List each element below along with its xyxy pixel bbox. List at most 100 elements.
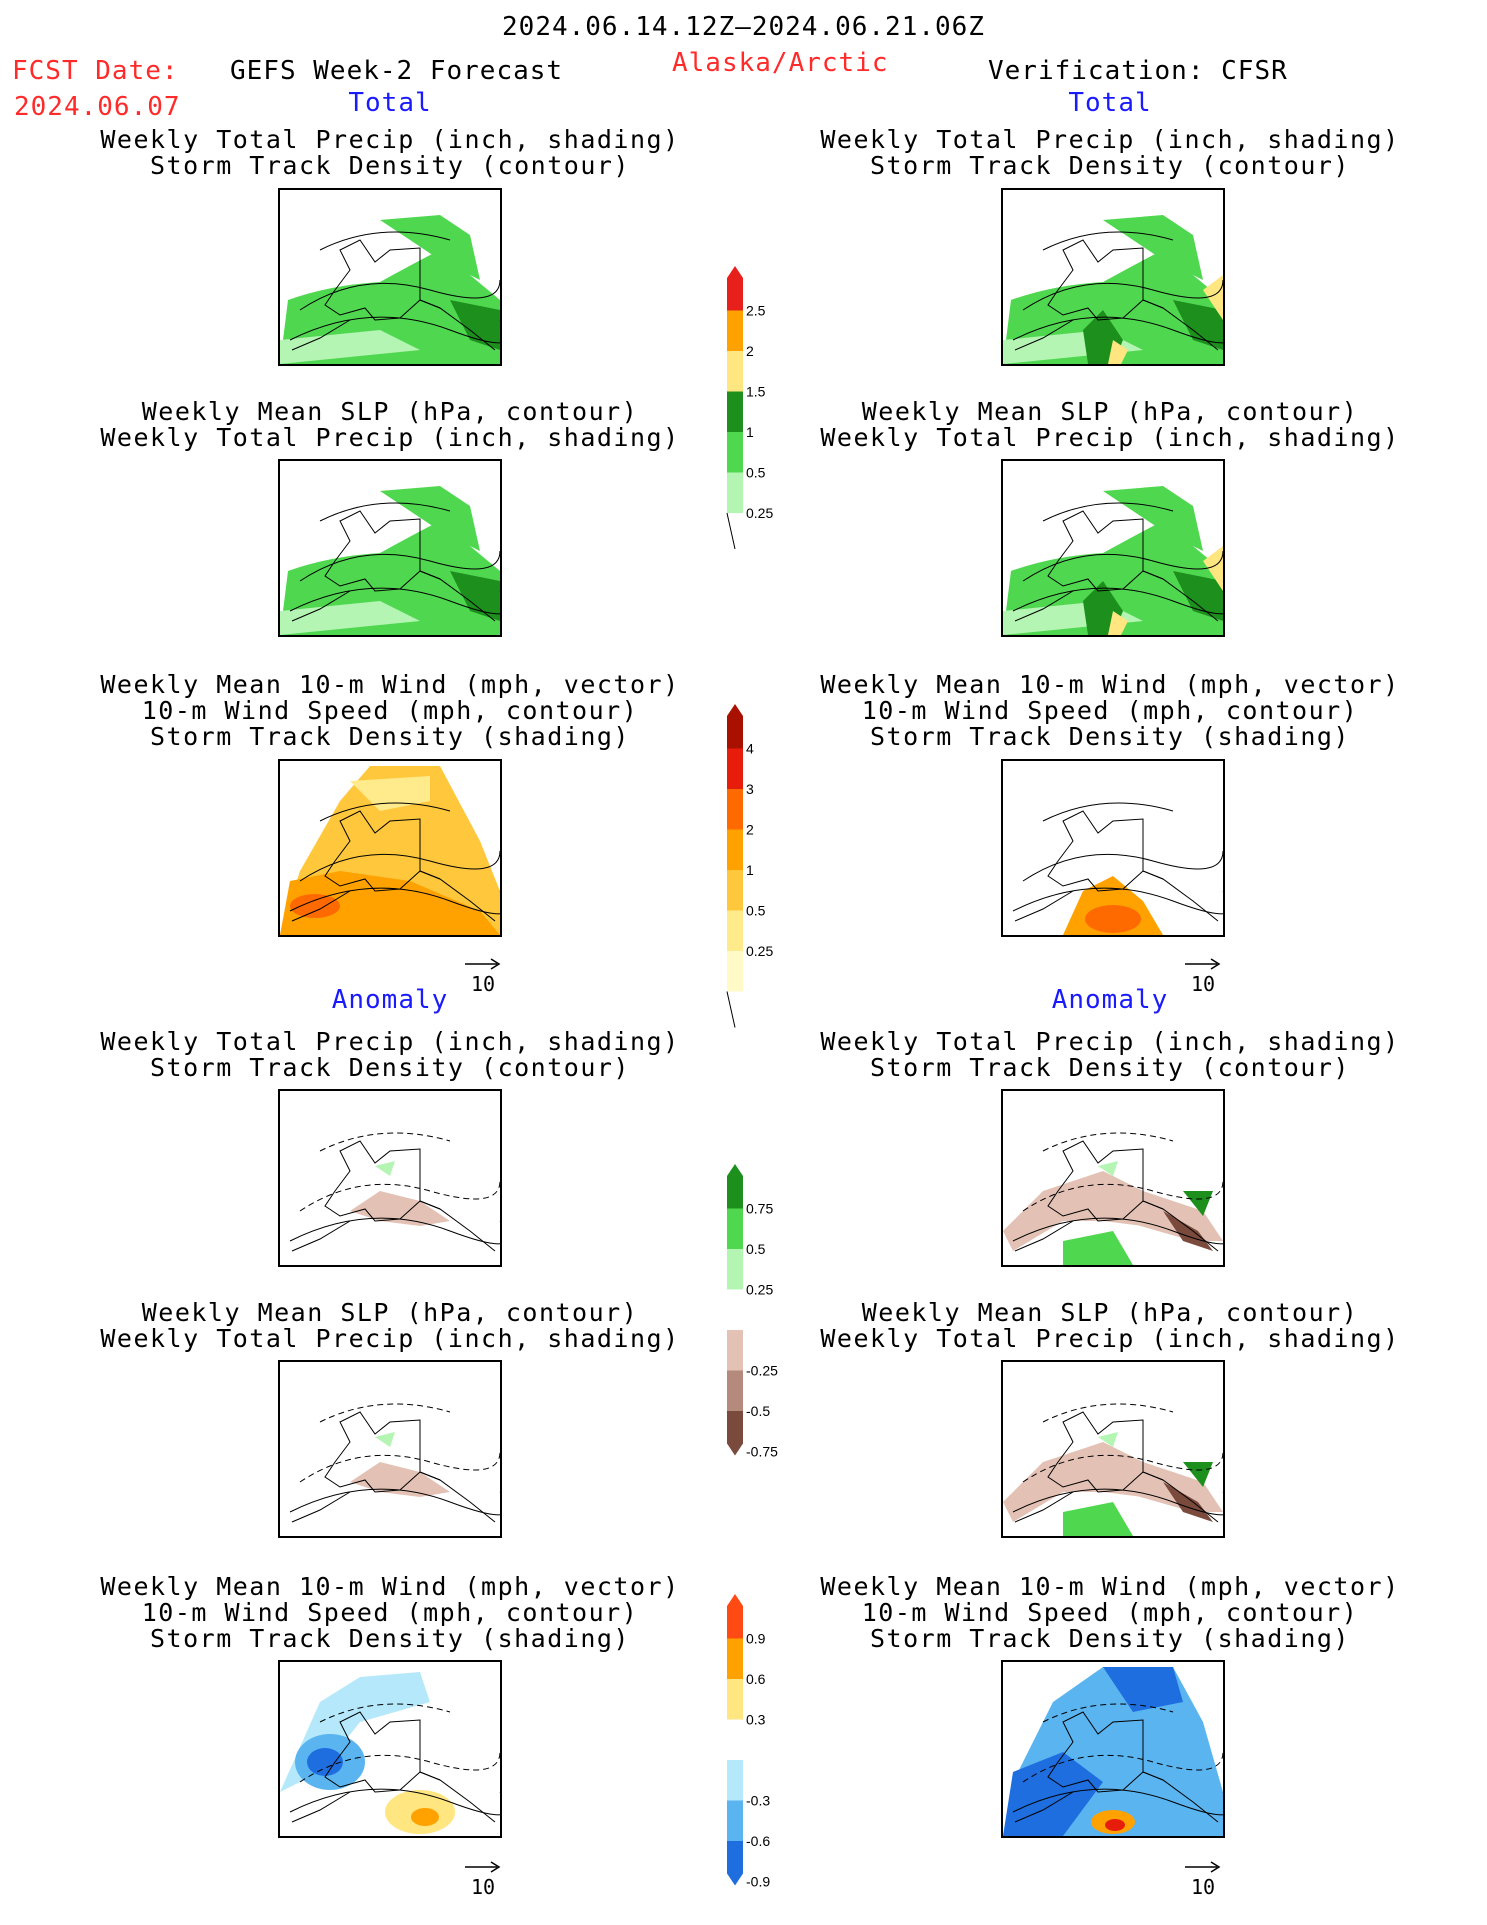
precip-anom-shade	[1183, 1191, 1213, 1216]
title-p12-line1: Weekly Mean 10-m Wind (mph, vector)	[820, 1572, 1400, 1601]
title-p8-line2: Storm Track Density (contour)	[870, 1053, 1350, 1082]
map-panel-p4	[1001, 459, 1225, 637]
vector-ref-p11: 10	[463, 1855, 503, 1899]
border-line	[1142, 1149, 1164, 1210]
precip-anom-shade	[375, 1432, 395, 1447]
border-line	[1142, 819, 1164, 880]
arrow-right-icon	[1185, 958, 1221, 970]
vector-ref-p6: 10	[1183, 952, 1223, 996]
precip-anom-shade	[1163, 1482, 1213, 1522]
title-p1-line1: Weekly Total Precip (inch, shading)	[100, 125, 680, 154]
colorbar-tick-label: 0.25	[746, 943, 773, 959]
coastline	[291, 1711, 496, 1823]
contour-line	[319, 1403, 451, 1423]
colorbar-tick-label: 1.5	[746, 384, 766, 400]
contour-line	[1022, 279, 1223, 311]
title-p12-line3: Storm Track Density (shading)	[870, 1624, 1350, 1653]
precip-anom-shade	[1063, 1231, 1133, 1265]
colorbar-swatch	[727, 1289, 743, 1330]
contour-line	[1012, 1488, 1223, 1516]
title-p11-line2: 10-m Wind Speed (mph, contour)	[141, 1598, 639, 1627]
map-panel-p12	[1001, 1660, 1225, 1838]
colorbar-tick-label: -0.3	[746, 1793, 770, 1809]
vector-ref-p5: 10	[463, 952, 503, 996]
colorbar-swatch	[727, 310, 743, 351]
colorbar-swatch	[727, 432, 743, 473]
colorbar-tick-label: -0.25	[746, 1363, 778, 1379]
title-p6-line3: Storm Track Density (shading)	[870, 722, 1350, 751]
colorbar-tick-label: -0.6	[746, 1833, 770, 1849]
colorbar-swatch	[727, 1208, 743, 1249]
title-p1-line2: Storm Track Density (contour)	[150, 151, 630, 180]
precip-anom-shade	[1163, 1211, 1213, 1251]
colorbar-tick-label: 2	[746, 343, 754, 359]
coastline	[291, 810, 496, 922]
storm-anom-shade	[1105, 1819, 1125, 1831]
contour-line	[289, 316, 500, 344]
map-panel-p6	[1001, 759, 1225, 937]
region-title: Alaska/Arctic	[672, 48, 889, 78]
precip-shade	[1173, 300, 1223, 350]
precip-shade	[280, 601, 420, 635]
border-line	[419, 1720, 441, 1781]
map-panel-p10	[1001, 1360, 1225, 1538]
title-p4-line2: Weekly Total Precip (inch, shading)	[820, 423, 1400, 452]
border-line	[419, 1149, 441, 1210]
storm-anom-shade	[307, 1748, 343, 1776]
colorbar-swatch	[727, 789, 743, 830]
contour-line	[1012, 587, 1223, 615]
contour-line	[289, 1217, 500, 1245]
contour-line	[1022, 1751, 1223, 1783]
colorbar-tick-label: 2	[746, 822, 754, 838]
map-panel-p5	[278, 759, 502, 937]
title-p3-line1: Weekly Mean SLP (hPa, contour)	[141, 397, 639, 426]
border-line	[419, 1420, 441, 1481]
colorbar-tick-label: 0.5	[746, 465, 766, 481]
title-p7-line1: Weekly Total Precip (inch, shading)	[100, 1027, 680, 1056]
section-anomaly-right: Anomaly	[1051, 985, 1169, 1015]
colorbar-swatch	[727, 1679, 743, 1720]
coastline	[1014, 239, 1219, 351]
contour-line	[1012, 316, 1223, 344]
storm-shade	[350, 776, 430, 811]
precip-anom-shade	[375, 1161, 395, 1176]
map-panel-p7	[278, 1089, 502, 1267]
verification-title: Verification: CFSR	[988, 56, 1288, 86]
contour-line	[1022, 1180, 1223, 1212]
precip-anom-shade	[1098, 1161, 1118, 1176]
colorbar-swatch	[727, 704, 743, 749]
colorbar-swatch	[727, 266, 743, 311]
precip-shade	[450, 300, 500, 350]
contour-line	[1042, 231, 1174, 251]
vector-ref-p12: 10	[1183, 1855, 1223, 1899]
section-total-right: Total	[1068, 88, 1152, 118]
colorbar-tail	[726, 991, 736, 1028]
contour-line	[1022, 1451, 1223, 1483]
contour-line	[319, 502, 451, 522]
model-title: GEFS Week-2 Forecast	[230, 56, 564, 86]
precip-shade	[1203, 546, 1223, 591]
contour-line	[299, 1180, 500, 1212]
contour-line	[299, 850, 500, 882]
colorbar-swatch	[727, 1330, 743, 1371]
map-panel-p11	[278, 1660, 502, 1838]
colorbar-tick-label: 1	[746, 862, 754, 878]
precip-anom-shade	[1063, 1502, 1133, 1536]
storm-shade	[280, 871, 500, 935]
precip-anom-shade	[1098, 1432, 1118, 1447]
coastline	[1014, 1140, 1219, 1252]
colorbar-tick-label: 0.3	[746, 1712, 766, 1728]
colorbar-tick-label: 0.5	[746, 903, 766, 919]
storm-anom-shade	[411, 1808, 439, 1826]
contour-line	[1042, 1132, 1174, 1152]
colorbar-swatch	[727, 951, 743, 992]
contour-line	[1042, 802, 1174, 822]
fcst-date: 2024.06.07	[14, 92, 181, 122]
precip-shade	[1108, 340, 1128, 364]
border-line	[419, 519, 441, 580]
precip-shade	[1203, 275, 1223, 320]
contour-line	[1012, 887, 1223, 915]
colorbar-tick-label: 0.9	[746, 1631, 766, 1647]
contour-line	[1022, 550, 1223, 582]
colorbar-tick-label: 0.5	[746, 1241, 766, 1257]
